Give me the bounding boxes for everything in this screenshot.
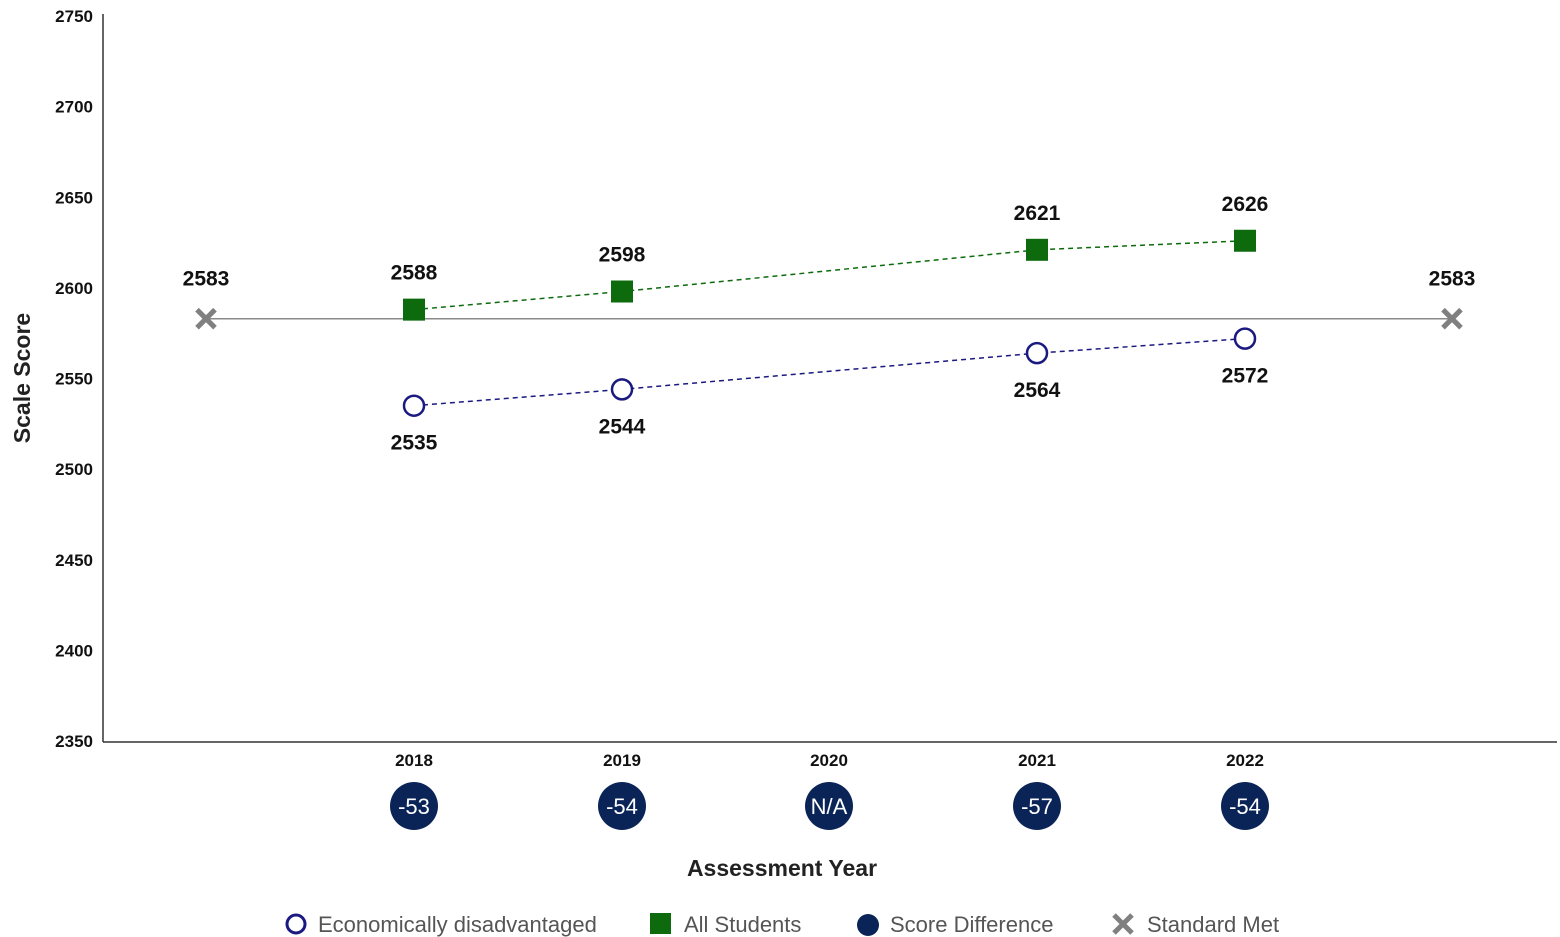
score-difference-value: -54 (606, 794, 638, 819)
legend-item: Economically disadvantaged (285, 912, 597, 937)
data-label: 2598 (599, 244, 646, 267)
y-tick-label: 2450 (55, 551, 93, 570)
y-tick-label: 2500 (55, 460, 93, 479)
score-difference-value: -53 (398, 794, 430, 819)
square-marker (1234, 229, 1256, 252)
y-tick-label: 2550 (55, 370, 93, 389)
y-tick-label: 2400 (55, 641, 93, 660)
x-axis-title: Assessment Year (687, 855, 877, 881)
y-axis: 2350 2400 2450 2500 2550 2600 2650 2700 2750 Sca… (9, 7, 104, 751)
score-difference-circle (598, 782, 646, 830)
standard-met-label: 2583 (1429, 268, 1476, 291)
x-tick-label: 2022 (1226, 751, 1264, 770)
score-difference-circle (390, 782, 438, 830)
score-difference-badges: -53 -54 N/A -57 -54 (390, 782, 1269, 830)
circle-marker (610, 378, 634, 401)
legend-item: Score Difference (857, 912, 1053, 937)
y-tick-labels: 2350 2400 2450 2500 2550 2600 2650 2700 2750 (55, 7, 93, 751)
y-tick-label: 2700 (55, 98, 93, 117)
x-tick-labels: 2018 2019 2020 2021 2022 (395, 751, 1264, 770)
square-marker (403, 298, 425, 321)
x-mark-stroke (1441, 307, 1463, 330)
y-tick-label: 2650 (55, 188, 93, 207)
y-tick-label: 2600 (55, 279, 93, 298)
data-label: 2572 (1222, 365, 1269, 388)
score-difference-circle (1013, 782, 1061, 830)
data-series: 2535 2544 2564 2572 2588 2598 2621 2626 (391, 193, 1269, 455)
square-marker (1026, 238, 1048, 261)
data-label: 2626 (1222, 193, 1269, 216)
x-tick-label: 2019 (603, 751, 641, 770)
legend-item: Standard Met (1112, 912, 1279, 937)
square-icon (650, 913, 671, 934)
x-axis: 2018 2019 2020 2021 2022 Assessment Year (103, 741, 1557, 881)
score-difference-badge: -53 (390, 782, 438, 830)
data-label: 2621 (1014, 202, 1061, 225)
score-difference-value: -54 (1229, 794, 1261, 819)
legend-label: All Students (684, 912, 801, 937)
series-economically-disadvantaged: 2535 2544 2564 2572 (391, 327, 1269, 455)
x-mark-icon (1112, 913, 1134, 935)
data-label: 2544 (599, 415, 646, 438)
data-label: 2588 (391, 262, 438, 285)
score-difference-circle (805, 782, 853, 830)
circle-marker (1025, 341, 1049, 365)
data-label: 2535 (391, 432, 438, 455)
standard-met-marker (1441, 307, 1463, 330)
legend-label: Standard Met (1147, 912, 1279, 937)
series-line (413, 240, 1246, 311)
score-difference-badge: -54 (1221, 782, 1269, 830)
y-tick-label: 2350 (55, 732, 93, 751)
filled-circle-icon (857, 914, 879, 936)
score-difference-value: -57 (1021, 794, 1053, 819)
x-mark-stroke (195, 307, 217, 330)
legend: Economically disadvantaged All Students Sc… (285, 912, 1279, 937)
legend-label: Economically disadvantaged (318, 912, 597, 937)
legend-item: All Students (650, 912, 801, 937)
series-line (413, 337, 1246, 407)
circle-marker (1233, 327, 1257, 350)
y-axis-title: Scale Score (9, 313, 35, 443)
data-label: 2564 (1014, 379, 1061, 402)
score-difference-circle (1221, 782, 1269, 830)
x-tick-label: 2021 (1018, 751, 1056, 770)
series-all-students: 2588 2598 2621 2626 (391, 193, 1269, 321)
circle-marker (402, 394, 426, 417)
standard-met-label: 2583 (183, 268, 230, 291)
square-marker (611, 280, 633, 303)
score-difference-badge: -54 (598, 782, 646, 830)
y-tick-label: 2750 (55, 7, 93, 26)
score-difference-value: N/A (811, 794, 848, 819)
standard-met-series: 2583 2583 (183, 268, 1476, 330)
score-difference-badge: -57 (1013, 782, 1061, 830)
standard-met-marker (195, 307, 217, 330)
score-difference-badge: N/A (805, 782, 853, 830)
x-tick-label: 2018 (395, 751, 433, 770)
x-tick-label: 2020 (810, 751, 848, 770)
open-circle-icon (285, 913, 307, 935)
legend-label: Score Difference (890, 912, 1053, 937)
